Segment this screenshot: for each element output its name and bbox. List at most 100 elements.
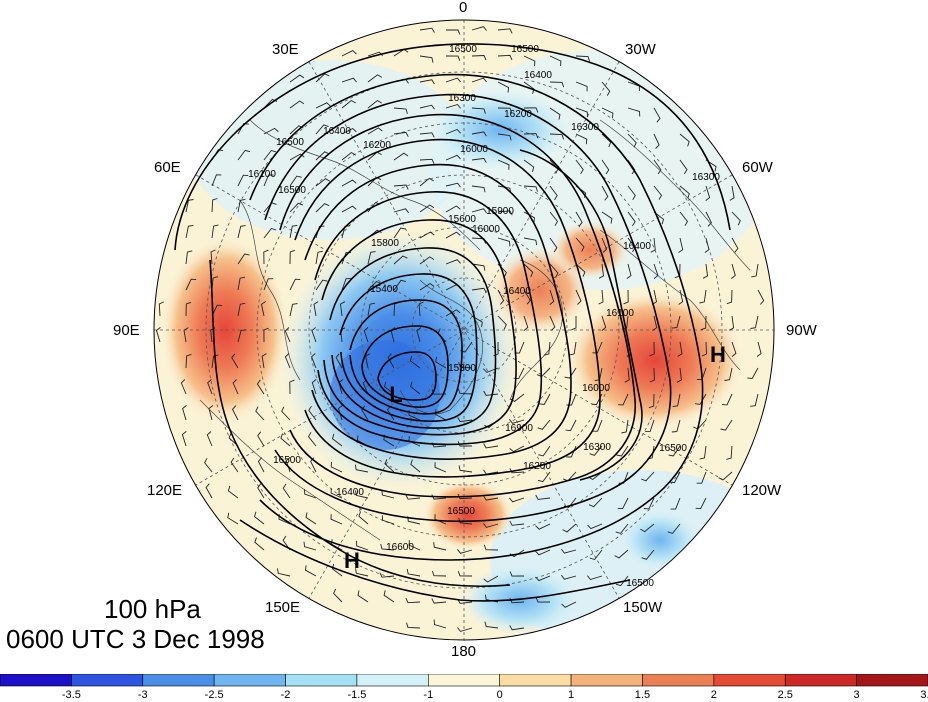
contour-label: 16200 — [363, 140, 391, 151]
wind-barb — [575, 289, 582, 305]
wind-barb — [419, 27, 435, 33]
wind-barb — [257, 431, 265, 447]
colorbar-swatch — [570, 674, 643, 687]
wind-barb — [471, 287, 487, 293]
wind-barb — [341, 205, 357, 213]
wind-barb — [457, 627, 473, 632]
wind-barb — [667, 523, 681, 534]
wind-barb — [445, 103, 461, 109]
longitude-label-150w: 150W — [623, 599, 663, 616]
wind-barb — [757, 289, 765, 305]
wind-barb — [601, 211, 613, 224]
wind-barb — [523, 185, 538, 192]
wind-barb — [598, 263, 604, 279]
wind-barb — [650, 237, 656, 253]
wind-barb — [627, 107, 641, 117]
wind-barb — [623, 289, 629, 305]
wind-barb — [393, 227, 406, 239]
wind-barb — [592, 341, 603, 354]
colorbar-swatch — [642, 674, 715, 687]
wind-barb — [497, 81, 510, 93]
colorbar-tick-label: 1 — [568, 689, 575, 701]
longitude-label-120w: 120W — [742, 482, 782, 499]
wind-barb — [523, 263, 534, 278]
wind-barb — [720, 419, 733, 431]
colorbar-swatch — [71, 674, 144, 687]
wind-barb — [457, 571, 473, 577]
wind-barb — [445, 77, 461, 83]
wind-barb — [337, 405, 343, 421]
wind-barb — [255, 406, 265, 421]
wind-barb — [263, 174, 274, 187]
wind-barb — [731, 341, 737, 357]
wind-barb — [207, 379, 213, 395]
colorbar-tick-label: 1.5 — [634, 689, 651, 701]
wind-barb — [679, 185, 690, 199]
high-center-marker: H — [710, 342, 726, 367]
coastlines — [199, 119, 751, 541]
wind-barb — [645, 419, 655, 433]
wind-barb — [471, 263, 486, 271]
wind-barb — [731, 211, 741, 226]
wind-barb — [538, 445, 551, 457]
wind-barb — [549, 289, 555, 305]
contour-label: 16300 — [571, 122, 599, 133]
wind-barb — [699, 289, 707, 304]
contour-label: 16900 — [505, 423, 533, 434]
wind-barb — [671, 315, 681, 329]
wind-barb — [543, 341, 551, 356]
longitude-label-60w: 60W — [742, 159, 773, 176]
wind-barb — [618, 471, 629, 484]
wind-barb — [509, 468, 525, 474]
wind-barb — [705, 211, 712, 227]
wind-barb — [549, 185, 558, 201]
wind-barb — [361, 405, 369, 421]
wind-barb — [601, 237, 608, 253]
wind-barb — [341, 99, 356, 109]
wind-barb — [263, 327, 269, 343]
colorbar-tick-label: 3.5 — [920, 689, 928, 701]
colorbar-swatch — [856, 674, 928, 687]
colorbar — [0, 674, 928, 687]
wind-barb — [341, 127, 357, 135]
wind-barb — [289, 100, 305, 109]
wind-barb — [431, 389, 447, 395]
wind-barb — [204, 458, 213, 473]
wind-barb — [756, 341, 762, 357]
wind-barb — [676, 367, 682, 383]
wind-barb — [535, 575, 551, 582]
wind-barb — [751, 263, 759, 278]
wind-barb — [653, 133, 660, 149]
wind-barb — [523, 237, 538, 246]
wind-barb — [497, 54, 513, 61]
wind-barb — [535, 549, 551, 556]
wind-barb — [588, 497, 603, 508]
wind-barb — [679, 211, 689, 226]
wind-barb — [679, 133, 690, 147]
wind-barb — [670, 497, 681, 510]
wind-barb — [315, 151, 330, 161]
contour-label: 16400 — [623, 241, 651, 252]
wind-barb — [435, 356, 447, 369]
wind-barb — [483, 443, 499, 449]
wind-barb — [587, 523, 603, 530]
wind-barb — [471, 185, 486, 193]
wind-barb — [575, 159, 584, 175]
wind-barb — [617, 497, 629, 510]
wind-barb — [263, 127, 279, 135]
wind-barb — [627, 185, 636, 201]
contour-label: 16300 — [692, 172, 720, 183]
colorbar-swatch — [784, 674, 857, 687]
wind-barb — [315, 102, 331, 109]
height-contours — [174, 43, 731, 602]
contour-label: 16000 — [460, 144, 488, 155]
wind-barb — [383, 381, 395, 395]
wind-barb — [181, 431, 187, 447]
wind-barb — [237, 174, 249, 187]
contour-label: 16300 — [448, 93, 476, 104]
wind-barb — [589, 445, 603, 456]
wind-barb — [303, 541, 317, 551]
wind-barb — [393, 131, 409, 137]
wind-barb — [445, 309, 461, 317]
wind-barb — [750, 393, 759, 407]
